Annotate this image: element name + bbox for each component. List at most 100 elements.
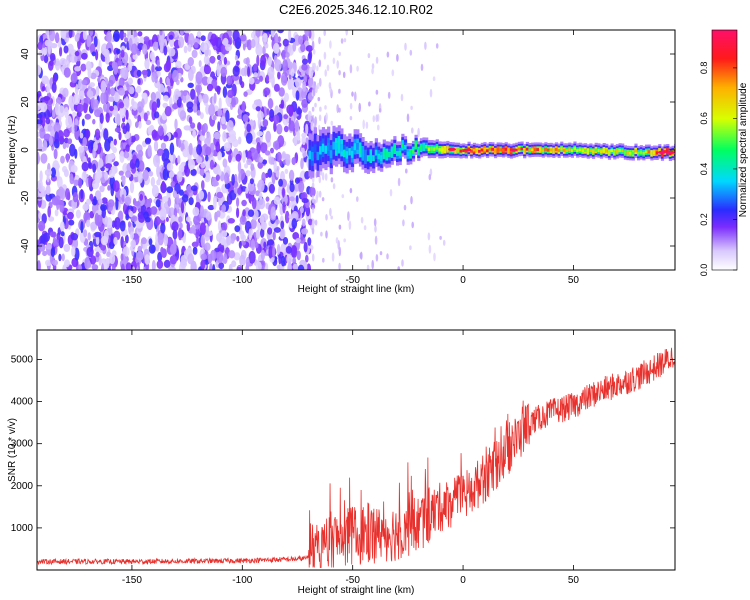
spectrogram-noise-cell: [318, 59, 322, 68]
spectrogram-signal-cell: [462, 149, 466, 153]
spectrogram-noise-cell: [109, 253, 116, 265]
spectrogram-noise-cell: [442, 239, 446, 246]
spectrogram-noise-cell: [94, 190, 102, 200]
spectrogram-noise-cell: [163, 259, 171, 268]
spectrogram-noise-cell: [175, 60, 182, 69]
spectrogram-noise-cell: [74, 118, 79, 126]
spectrogram-noise-cell: [153, 111, 160, 119]
spectrogram-noise-cell: [110, 87, 115, 97]
spectrogram-noise-cell: [439, 235, 442, 240]
spectrogram-noise-cell: [217, 169, 222, 177]
spectrogram-signal-cell: [536, 148, 540, 151]
spectrogram-noise-cell: [265, 74, 270, 83]
spectrogram-noise-cell: [37, 64, 42, 76]
spectrogram-noise-cell: [320, 231, 323, 237]
spectrogram-noise-cell: [37, 119, 43, 125]
spectrogram-noise-cell: [217, 220, 222, 232]
spectrogram-noise-cell: [375, 253, 379, 262]
spectrogram-signal-cell: [594, 148, 598, 152]
spectrogram-noise-cell: [232, 65, 240, 77]
spectrogram-signal-cell: [369, 153, 373, 160]
spectrogram-signal-cell: [533, 148, 537, 152]
spectrogram-noise-cell: [290, 78, 294, 90]
snr-y-tick-label: 1000: [11, 523, 34, 534]
spectrogram-noise-cell: [356, 65, 359, 72]
spectrogram-noise-cell: [225, 110, 230, 123]
spectrogram-noise-cell: [348, 220, 352, 230]
spectrogram-noise-cell: [244, 65, 248, 77]
spectrogram-noise-cell: [235, 60, 240, 66]
spectrogram-noise-cell: [49, 135, 53, 147]
spectrogram-noise-cell: [291, 157, 297, 166]
colorbar-label: Normalized spectral amplitude: [738, 82, 749, 217]
spectrogram-noise-cell: [163, 135, 169, 142]
spectrogram-noise-cell: [187, 253, 195, 265]
spectrogram-noise-cell: [72, 192, 79, 203]
spectrogram-noise-cell: [311, 207, 315, 214]
spectrogram-noise-cell: [74, 34, 80, 42]
spectrogram-noise-cell: [71, 246, 76, 257]
spectrogram-noise-cell: [236, 266, 242, 270]
spectrogram-noise-cell: [151, 184, 159, 198]
spectrogram-noise-cell: [220, 238, 225, 246]
spectrogram-noise-cell: [216, 86, 221, 95]
spectrogram-noise-cell: [92, 163, 97, 173]
spectrogram-noise-cell: [288, 73, 292, 81]
spectrogram-noise-cell: [231, 260, 237, 268]
spectrogram-noise-cell: [193, 215, 201, 226]
spectrogram-noise-cell: [150, 206, 158, 215]
spectrogram-noise-cell: [213, 197, 217, 210]
spectrogram-noise-cell: [66, 153, 70, 163]
figure-title: C2E6.2025.346.12.10.R02: [279, 2, 433, 17]
spectrogram-noise-cell: [59, 221, 65, 232]
spectrogram-noise-cell: [314, 219, 318, 226]
spectrogram-noise-cell: [180, 201, 185, 214]
spectrogram-signal-cell: [554, 148, 559, 151]
spectrogram-noise-cell: [311, 40, 315, 50]
spectrogram-signal-cell: [470, 149, 474, 153]
spectrogram-signal-cell: [390, 149, 394, 155]
spectrogram-signal-cell: [621, 149, 625, 153]
spectrogram-noise-cell: [234, 225, 241, 233]
spectrogram-noise-cell: [172, 103, 179, 110]
spectrogram-noise-cell: [267, 66, 275, 80]
spectrogram-noise-cell: [44, 169, 53, 177]
spectrogram-noise-cell: [329, 207, 332, 217]
spectrogram-noise-cell: [341, 194, 345, 199]
spectrogram-noise-cell: [264, 150, 271, 156]
spectrogram-noise-cell: [153, 140, 159, 152]
spectrogram-noise-cell: [79, 132, 84, 139]
spectrogram-signal-cell: [639, 150, 643, 154]
spectrogram-noise-cell: [144, 138, 151, 145]
spectrogram-noise-cell: [136, 101, 144, 113]
spectrogram-signal-cell: [599, 150, 604, 153]
spectrogram-noise-cell: [349, 64, 353, 74]
spectrogram-noise-cell: [139, 193, 144, 201]
spectrogram-noise-cell: [410, 105, 413, 110]
spectrogram-noise-cell: [428, 244, 432, 254]
spectrogram-signal-cell: [610, 149, 614, 153]
spectrogram-noise-cell: [67, 138, 73, 145]
spectrogram-noise-cell: [313, 62, 317, 71]
spectrogram-peak-cell: [666, 150, 675, 154]
spectrogram-noise-cell: [278, 178, 283, 187]
spectrogram-noise-cell: [351, 91, 354, 97]
spectrogram-signal-cell: [382, 150, 386, 156]
spectrogram-noise-cell: [187, 44, 192, 52]
spectrogram-noise-cell: [125, 262, 132, 270]
spectrogram-noise-cell: [64, 259, 70, 268]
spectrogram-y-tick-label: 20: [20, 96, 31, 108]
spectrogram-noise-cell: [164, 106, 172, 117]
spectrogram-noise-cell: [160, 246, 164, 255]
spectrogram-noise-cell: [159, 208, 167, 221]
spectrogram-signal-cell: [568, 148, 572, 152]
spectrogram-noise-cell: [235, 153, 242, 162]
spectrogram-noise-cell: [310, 203, 316, 210]
spectrogram-noise-cell: [207, 191, 211, 203]
spectrogram-panel: -150 -100 -50 0 50 -40 -20 0 20 40 Height of str…: [7, 29, 676, 295]
spectrogram-signal-cell: [565, 149, 569, 152]
spectrogram-x-ticks: -150 -100 -50 0 50: [122, 30, 579, 286]
spectrogram-noise-cell: [242, 209, 246, 217]
spectrogram-signal-cell: [417, 149, 421, 154]
snr-x-tick-label: -50: [345, 575, 360, 586]
